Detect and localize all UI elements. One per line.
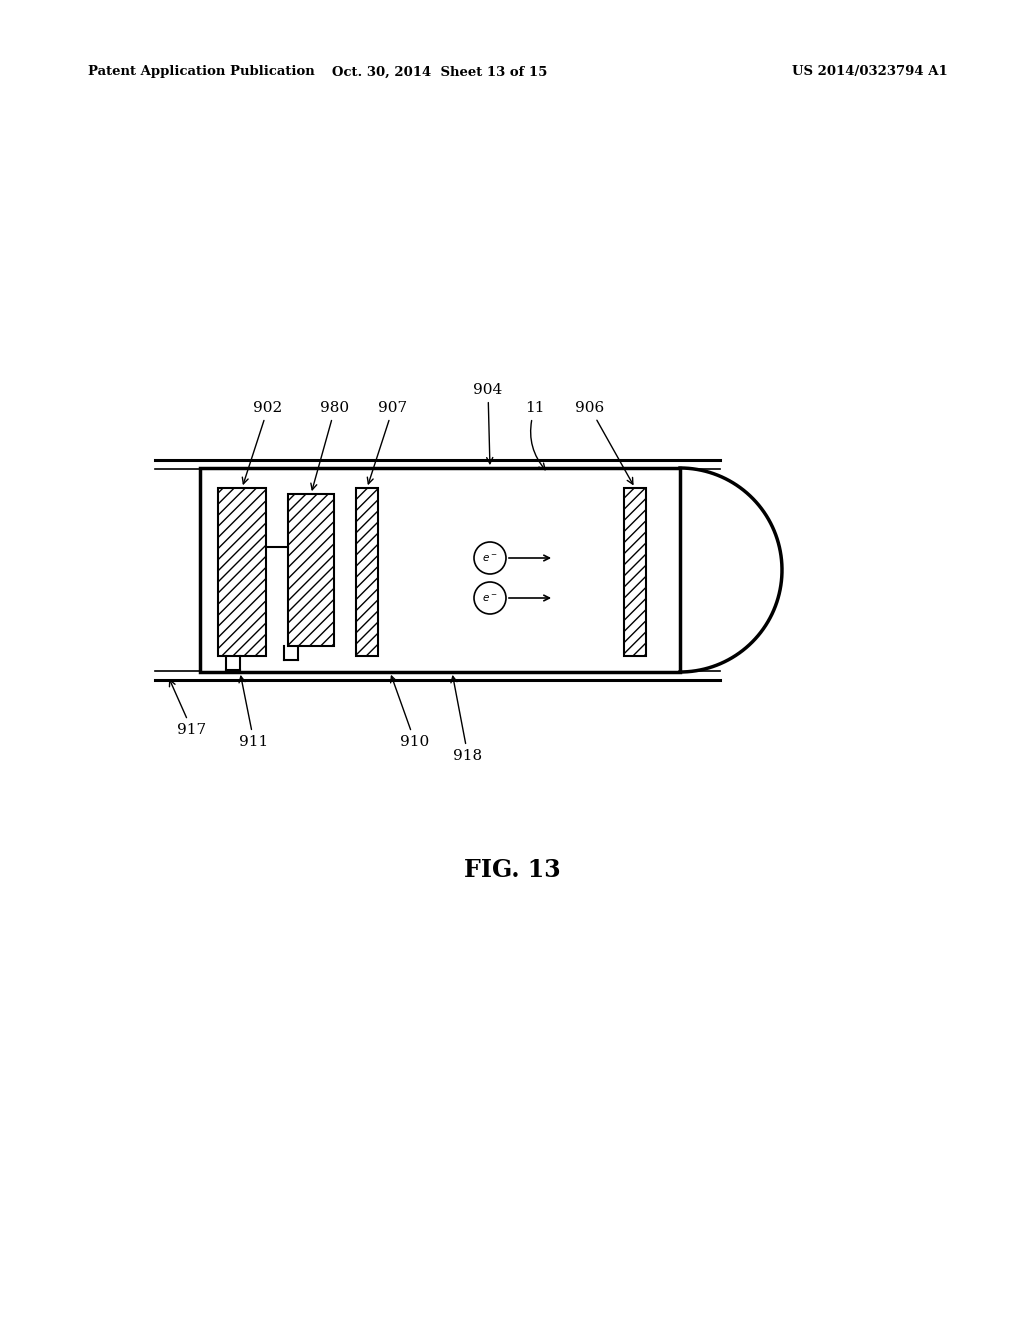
Text: 907: 907 (368, 401, 408, 484)
Text: 980: 980 (311, 401, 349, 490)
Text: 910: 910 (390, 676, 430, 748)
Text: $e^-$: $e^-$ (482, 553, 498, 565)
Text: 918: 918 (451, 676, 482, 763)
Bar (356, 488, 378, 656)
Bar (624, 488, 646, 656)
Text: US 2014/0323794 A1: US 2014/0323794 A1 (793, 66, 948, 78)
Text: 11: 11 (525, 401, 545, 470)
Text: 906: 906 (575, 401, 633, 484)
Bar (200, 469, 680, 672)
Text: 904: 904 (473, 383, 503, 463)
Text: $e^-$: $e^-$ (482, 594, 498, 605)
Text: Oct. 30, 2014  Sheet 13 of 15: Oct. 30, 2014 Sheet 13 of 15 (333, 66, 548, 78)
Bar (288, 494, 334, 645)
Bar (218, 488, 266, 656)
Circle shape (474, 582, 506, 614)
Circle shape (474, 543, 506, 574)
Text: FIG. 13: FIG. 13 (464, 858, 560, 882)
Wedge shape (680, 469, 782, 672)
Text: 911: 911 (239, 676, 268, 748)
Text: 902: 902 (243, 401, 283, 484)
Text: 917: 917 (169, 680, 207, 737)
Text: Patent Application Publication: Patent Application Publication (88, 66, 314, 78)
